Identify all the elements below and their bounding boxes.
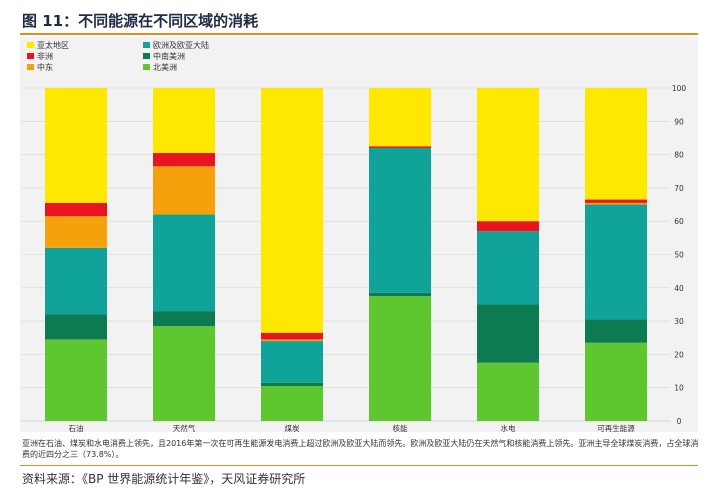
bar-segment bbox=[369, 146, 431, 148]
legend-swatch bbox=[27, 42, 34, 48]
legend-label: 非洲 bbox=[37, 51, 53, 61]
bar-segment bbox=[153, 152, 215, 167]
y-tick-label: 100 bbox=[672, 84, 687, 93]
y-tick-label: 70 bbox=[674, 184, 684, 193]
y-tick-label: 0 bbox=[677, 417, 682, 426]
bar-segment bbox=[477, 231, 539, 305]
bar-segment bbox=[477, 362, 539, 421]
bar-segment bbox=[477, 88, 539, 222]
bar-segment bbox=[477, 304, 539, 363]
bottom-rule bbox=[20, 465, 698, 466]
bar-segment bbox=[477, 221, 539, 232]
x-category-label: 水电 bbox=[501, 423, 516, 433]
bar-segment bbox=[261, 386, 323, 421]
y-tick-label: 90 bbox=[674, 117, 684, 126]
y-tick-label: 30 bbox=[674, 317, 684, 326]
bar-segment bbox=[153, 166, 215, 215]
chart-footnote: 亚洲在石油、煤炭和水电消费上领先，且2016年第一次在可再生能源发电消费上超过欧… bbox=[22, 439, 699, 459]
bar-segment bbox=[369, 88, 431, 147]
x-axis-labels: 石油 天然气 煤炭 核能 水电 可再生能源 bbox=[69, 423, 636, 433]
bar-segment bbox=[45, 216, 107, 248]
bar-segment bbox=[153, 326, 215, 421]
bar-segment bbox=[585, 88, 647, 200]
bar-segment bbox=[585, 204, 647, 320]
bar-segment bbox=[261, 382, 323, 387]
bar-segment bbox=[45, 202, 107, 217]
bar-segment bbox=[585, 202, 647, 205]
source-note: 资料来源：《BP 世界能源统计年鉴》，天风证券研究所 bbox=[22, 472, 306, 486]
grid-lines bbox=[22, 87, 670, 422]
y-tick-label: 20 bbox=[674, 350, 684, 359]
legend-swatch bbox=[143, 53, 150, 59]
y-tick-label: 60 bbox=[674, 217, 684, 226]
bar-segment bbox=[585, 342, 647, 421]
y-tick-label: 50 bbox=[674, 251, 684, 260]
bar-segment bbox=[369, 296, 431, 421]
legend-label: 中南美洲 bbox=[153, 51, 185, 61]
y-tick-label: 40 bbox=[674, 284, 684, 293]
bar-segment bbox=[585, 199, 647, 203]
bar-segment bbox=[261, 339, 323, 342]
legend-label: 亚太地区 bbox=[37, 40, 69, 50]
title-rule bbox=[20, 33, 698, 35]
y-tick-label: 10 bbox=[674, 384, 684, 393]
bar-segment bbox=[45, 314, 107, 340]
bar-segment bbox=[45, 339, 107, 421]
y-tick-label: 80 bbox=[674, 151, 684, 160]
x-category-label: 可再生能源 bbox=[597, 423, 635, 433]
legend-swatch bbox=[143, 42, 150, 48]
bar-segment bbox=[153, 214, 215, 312]
bar-segment bbox=[45, 247, 107, 315]
bars bbox=[45, 88, 647, 421]
bar-segment bbox=[153, 88, 215, 153]
bar-segment bbox=[45, 88, 107, 203]
bar-segment bbox=[261, 341, 323, 383]
x-category-label: 核能 bbox=[393, 423, 408, 433]
x-category-label: 煤炭 bbox=[285, 423, 300, 433]
legend-label: 欧洲及欧亚大陆 bbox=[153, 40, 209, 50]
x-category-label: 天然气 bbox=[173, 423, 196, 433]
bar-segment bbox=[261, 88, 323, 333]
legend-swatch bbox=[143, 64, 150, 70]
bar-segment bbox=[261, 332, 323, 340]
y-axis-ticks: 0 10 20 30 40 50 60 70 80 90 100 bbox=[672, 84, 687, 426]
legend-swatch bbox=[27, 53, 34, 59]
figure-title: 图 11：不同能源在不同区域的消耗 bbox=[22, 12, 259, 30]
legend-swatch bbox=[27, 64, 34, 70]
bar-segment bbox=[369, 292, 431, 297]
legend-label: 北美洲 bbox=[153, 62, 177, 72]
bar-segment bbox=[585, 319, 647, 343]
bar-segment bbox=[153, 311, 215, 327]
bar-segment bbox=[369, 147, 431, 293]
x-category-label: 石油 bbox=[69, 423, 84, 433]
legend-label: 中东 bbox=[37, 62, 53, 72]
